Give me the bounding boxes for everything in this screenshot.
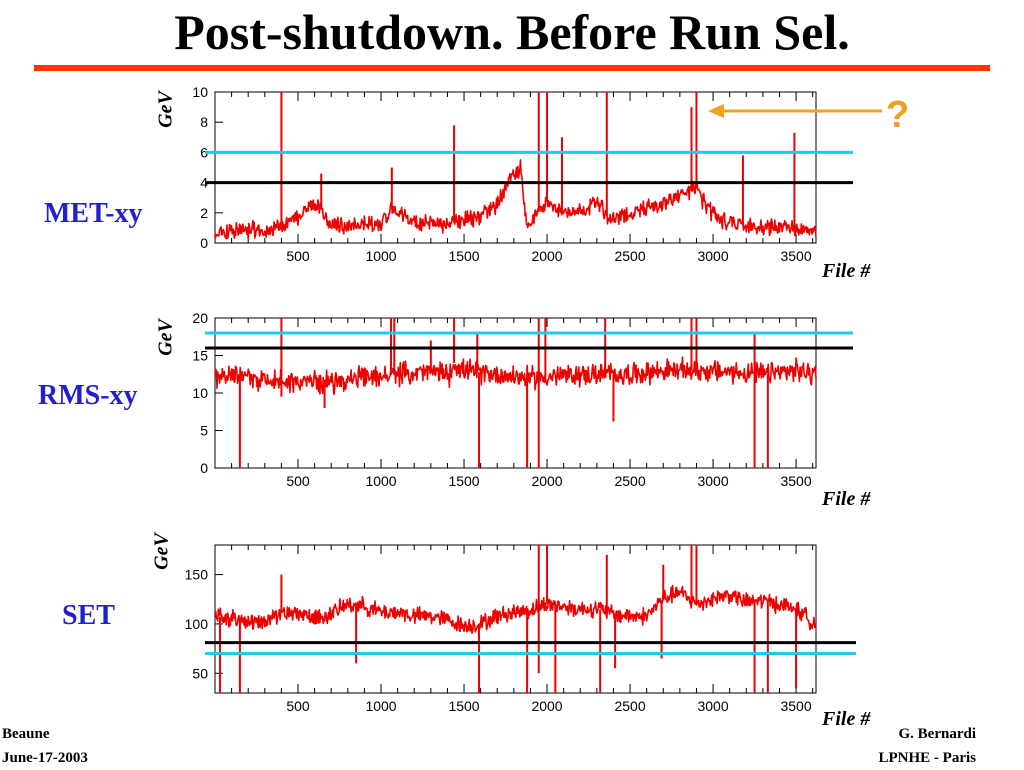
y-tick-label: 0 (200, 235, 208, 251)
y-tick-label: 0 (200, 460, 208, 476)
plot-frame (214, 91, 817, 244)
plot-frame (214, 544, 817, 694)
x-tick-label: 1000 (365, 248, 396, 264)
y-tick-label: 8 (200, 114, 208, 130)
x-tick-label: 3500 (780, 698, 811, 714)
xlabel-met: File # (822, 260, 871, 282)
x-tick-label: 3000 (697, 698, 728, 714)
y-tick-label: 5 (200, 423, 208, 439)
data-series (214, 584, 817, 635)
x-tick-label: 1000 (365, 473, 396, 489)
y-tick-label: 2 (200, 205, 208, 221)
arrow-head (708, 104, 724, 118)
slide-title: Post-shutdown. Before Run Sel. (174, 4, 850, 60)
x-tick-label: 3000 (697, 473, 728, 489)
x-tick-label: 2500 (614, 248, 645, 264)
x-tick-label: 2000 (531, 248, 562, 264)
y-tick-label: 100 (185, 616, 209, 632)
xlabel-rms: File # (822, 488, 871, 510)
x-tick-label: 2000 (531, 473, 562, 489)
plot-frame (214, 317, 817, 469)
y-tick-label: 10 (192, 385, 208, 401)
chart-panel-2: 50 100 150 500 1000 1500 2000 2500 3000 3500 (185, 544, 856, 714)
panel-label-rms: RMS-xy (38, 380, 138, 411)
x-tick-label: 1000 (365, 698, 396, 714)
y-tick-label: 20 (192, 310, 208, 326)
x-tick-label: 500 (286, 248, 310, 264)
chart-panel-0: 0 2 4 6 8 10 500 1000 1500 2000 2500 3000 3500 (192, 84, 853, 264)
x-tick-label: 1500 (448, 698, 479, 714)
y-tick-label: 50 (192, 665, 208, 681)
x-tick-label: 1500 (448, 473, 479, 489)
footer-right: G. Bernardi LPNHE - Paris (848, 722, 977, 770)
question-mark-annotation: ? (886, 94, 910, 136)
y-tick-label: 15 (192, 348, 208, 364)
x-tick-label: 2000 (531, 698, 562, 714)
footer-venue: Beaune (2, 726, 50, 742)
y-tick-label: 150 (185, 567, 209, 583)
footer-date: June-17-2003 (2, 750, 88, 766)
x-tick-label: 500 (286, 473, 310, 489)
title-rule (34, 65, 990, 71)
x-tick-label: 1500 (448, 248, 479, 264)
panel-label-set: SET (62, 600, 115, 631)
x-tick-label: 3500 (780, 473, 811, 489)
footer-affiliation: LPNHE - Paris (878, 750, 977, 766)
x-tick-label: 3000 (697, 248, 728, 264)
y-tick-label: 4 (200, 175, 208, 191)
footer-author: G. Bernardi (898, 726, 977, 742)
data-series (214, 356, 817, 396)
x-tick-label: 3500 (780, 248, 811, 264)
footer-left: Beaune June-17-2003 (2, 722, 88, 770)
chart-panel-1: 0 5 10 15 20 500 1000 1500 2000 2500 3000 3500 (192, 310, 853, 489)
xlabel-set: File # (822, 708, 871, 730)
y-tick-label: 6 (200, 144, 208, 160)
y-tick-label: 10 (192, 84, 208, 100)
panel-label-met: MET-xy (44, 198, 143, 229)
x-tick-label: 2500 (614, 698, 645, 714)
annotation-arrow (708, 104, 882, 118)
data-series (214, 159, 817, 240)
x-tick-label: 2500 (614, 473, 645, 489)
x-tick-label: 500 (286, 698, 310, 714)
